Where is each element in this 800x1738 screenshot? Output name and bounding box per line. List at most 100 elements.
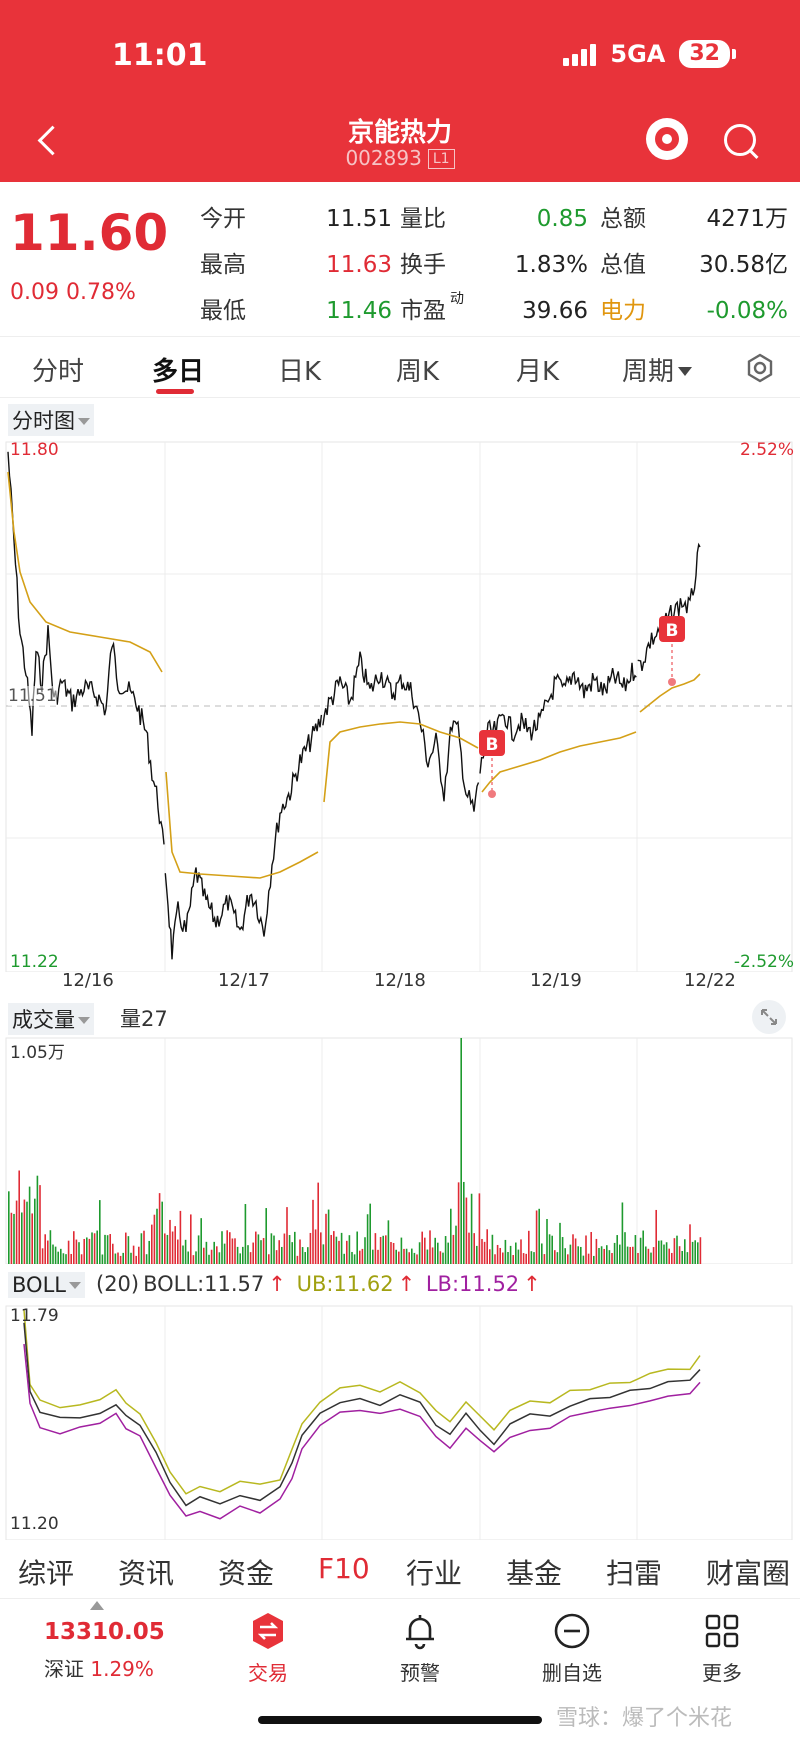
volume-bar	[546, 1218, 548, 1264]
volume-bar	[335, 1236, 338, 1264]
date-label: 12/17	[218, 970, 270, 991]
volume-bar	[54, 1246, 57, 1264]
volume-bar	[119, 1255, 122, 1264]
volume-bar	[52, 1244, 54, 1264]
boll-chart[interactable]	[0, 1304, 800, 1540]
volume-bar	[330, 1234, 332, 1264]
more-label: 更多	[702, 1661, 742, 1685]
volume-bar	[476, 1245, 478, 1264]
volume-bar	[218, 1252, 221, 1264]
buy-marker-label: B	[486, 735, 499, 755]
volume-bar	[8, 1191, 10, 1264]
search-icon[interactable]	[722, 122, 760, 160]
subnav-item[interactable]: F10	[318, 1552, 370, 1585]
subnav-item[interactable]: 行业	[406, 1557, 463, 1590]
chart-type-label: 分时图	[12, 409, 75, 433]
volume-bar	[468, 1232, 470, 1264]
boll-label: BOLL	[12, 1273, 66, 1297]
tab-label: 分时	[32, 357, 85, 387]
volume-bar	[234, 1238, 236, 1264]
signal-icon	[563, 42, 597, 66]
subnav-item[interactable]: 资金	[218, 1557, 275, 1590]
quote-label: 换手	[400, 252, 446, 278]
expand-icon[interactable]	[752, 1000, 786, 1034]
volume-bar	[437, 1242, 439, 1264]
volume-legend: 量27	[120, 1007, 168, 1031]
volume-bar	[658, 1240, 660, 1264]
chart-type-selector[interactable]: 分时图	[8, 404, 94, 436]
boll-ub-line	[23, 1309, 701, 1495]
home-indicator[interactable]	[258, 1716, 542, 1724]
volume-bar	[91, 1232, 93, 1264]
stock-name: 京能热力	[347, 118, 452, 148]
volume-bar	[13, 1213, 15, 1264]
bottom-bar: 13310.05 深证 1.29% 交易 预警 删自选 更多	[0, 1598, 800, 1738]
volume-bar	[382, 1235, 384, 1264]
index-info[interactable]: 深证 1.29%	[44, 1653, 154, 1682]
tab-item[interactable]: 周期	[622, 351, 693, 388]
tab-label: 月K	[516, 357, 560, 387]
subnav-item[interactable]: 基金	[506, 1557, 563, 1590]
tab-item[interactable]: 多日	[152, 351, 204, 388]
quote-label: 最低	[200, 298, 246, 324]
tab-label: 周期	[622, 357, 675, 387]
pct-axis-bottom: -2.52%	[733, 952, 794, 972]
volume-bar	[520, 1239, 522, 1264]
subnav-item[interactable]: 财富圈	[706, 1557, 791, 1590]
volume-bar	[486, 1229, 488, 1264]
more-button[interactable]: 更多	[672, 1611, 772, 1686]
volume-chart[interactable]	[0, 1036, 800, 1264]
volume-bar	[361, 1248, 364, 1264]
volume-bar	[213, 1241, 215, 1264]
index-name: 深证	[44, 1657, 84, 1681]
volume-bar	[314, 1229, 317, 1264]
boll-lb-line	[23, 1343, 701, 1520]
volume-bar	[678, 1246, 681, 1264]
subnav-item[interactable]: 综评	[18, 1557, 75, 1590]
settings-icon[interactable]	[744, 352, 776, 384]
volume-bar	[161, 1201, 163, 1264]
remove-watchlist-button[interactable]: 删自选	[522, 1611, 622, 1686]
avg-price-line	[323, 721, 479, 803]
volume-bar	[554, 1250, 556, 1264]
volume-bar	[184, 1239, 187, 1264]
volume-bar	[21, 1212, 23, 1264]
volume-bar	[416, 1254, 418, 1264]
volume-bar	[169, 1219, 171, 1264]
volume-bar	[530, 1251, 533, 1264]
tab-item[interactable]: 月K	[516, 351, 559, 388]
volume-bar	[44, 1234, 46, 1264]
mascot-icon[interactable]	[646, 118, 688, 160]
volume-bar	[473, 1233, 475, 1264]
volume-bar	[322, 1244, 325, 1264]
volume-bar	[608, 1250, 611, 1264]
caret-up-icon[interactable]	[90, 1601, 104, 1610]
subnav-item[interactable]: 资讯	[118, 1557, 175, 1590]
price-chart[interactable]: BB	[0, 432, 800, 972]
buy-point	[488, 790, 496, 798]
boll-lb-value: LB:11.52	[425, 1272, 520, 1296]
chevron-down-icon	[78, 1017, 90, 1024]
volume-selector[interactable]: 成交量	[8, 1003, 94, 1035]
avg-price-line	[165, 771, 319, 879]
alert-button[interactable]: 预警	[370, 1611, 470, 1686]
volume-bar	[377, 1249, 379, 1264]
volume-bar	[356, 1231, 358, 1264]
trade-button[interactable]: 交易	[218, 1611, 318, 1686]
volume-bar	[403, 1248, 405, 1264]
subnav-item[interactable]: 扫雷	[606, 1557, 663, 1590]
tab-item[interactable]: 日K	[278, 351, 321, 388]
volume-bar	[457, 1182, 460, 1264]
volume-bar	[489, 1249, 491, 1264]
volume-bar	[291, 1242, 293, 1264]
volume-bar	[338, 1240, 340, 1264]
volume-bar	[595, 1238, 598, 1264]
volume-bar	[668, 1248, 670, 1264]
tab-item[interactable]: 分时	[32, 351, 84, 388]
boll-axis-top: 11.79	[10, 1306, 59, 1326]
date-label: 12/19	[530, 970, 582, 991]
index-value[interactable]: 13310.05	[44, 1619, 165, 1645]
volume-bar	[398, 1251, 400, 1264]
boll-selector[interactable]: BOLL	[8, 1272, 85, 1298]
tab-item[interactable]: 周K	[396, 351, 439, 388]
